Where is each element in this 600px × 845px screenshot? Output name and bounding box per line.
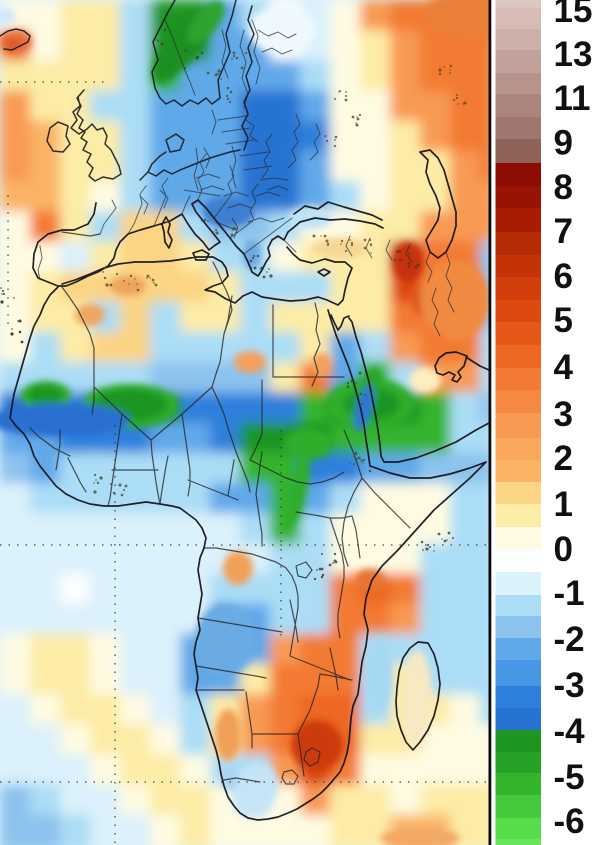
svg-text:11: 11 <box>554 79 591 118</box>
svg-text:13: 13 <box>554 35 593 74</box>
svg-text:8: 8 <box>554 168 573 207</box>
svg-text:-4: -4 <box>554 712 586 751</box>
svg-text:3: 3 <box>554 395 573 434</box>
svg-text:9: 9 <box>554 124 573 163</box>
svg-text:4: 4 <box>554 348 574 387</box>
svg-text:2: 2 <box>554 439 573 478</box>
svg-text:-1: -1 <box>554 574 585 613</box>
svg-text:-5: -5 <box>554 758 585 797</box>
svg-text:-2: -2 <box>554 620 585 659</box>
svg-text:0: 0 <box>554 530 573 569</box>
svg-text:6: 6 <box>554 257 573 296</box>
svg-text:1: 1 <box>554 485 573 524</box>
svg-text:7: 7 <box>554 212 573 251</box>
svg-text:5: 5 <box>554 301 573 340</box>
svg-text:-6: -6 <box>554 802 585 841</box>
svg-text:15: 15 <box>554 0 593 30</box>
svg-text:-3: -3 <box>554 666 585 705</box>
